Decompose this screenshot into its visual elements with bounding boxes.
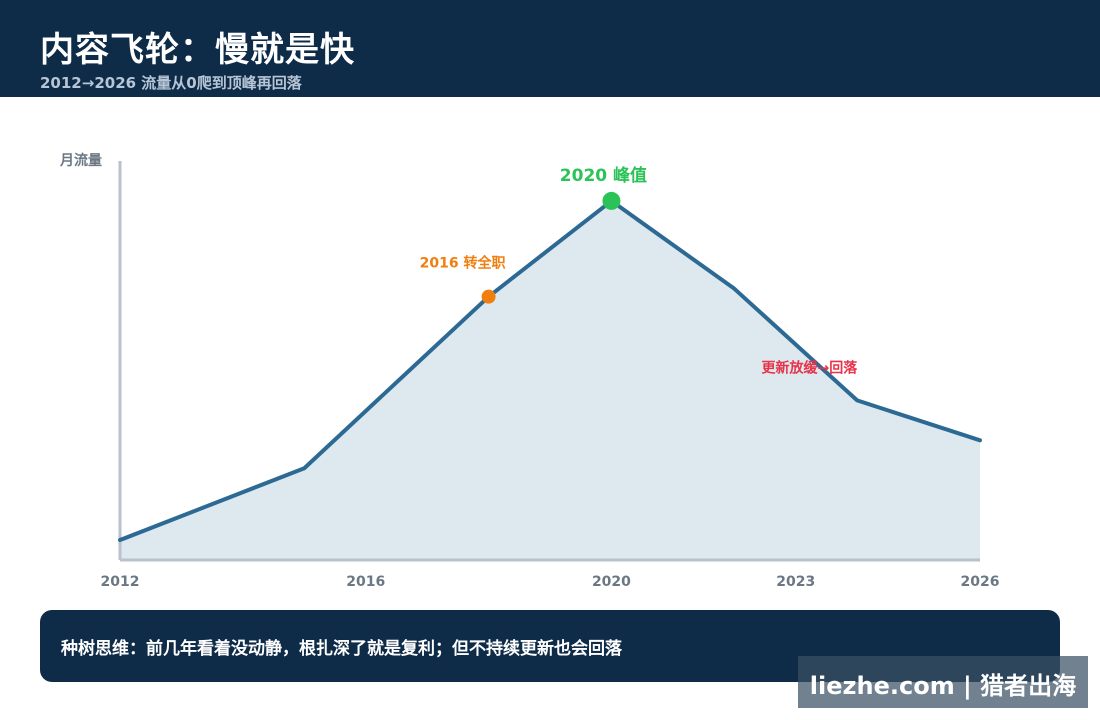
- page-title: 内容飞轮：慢就是快: [40, 30, 355, 70]
- annotation-label-1: 2020 峰值: [560, 165, 647, 186]
- watermark-badge: liezhe.com | 猎者出海: [798, 656, 1088, 708]
- x-tick-label-2026: 2026: [961, 574, 1000, 590]
- y-axis-label: 月流量: [59, 152, 102, 169]
- traffic-area-chart: 月流量 2012 2016 2020 2023 2026 2016 转全职 2020 峰值更新…: [59, 152, 1000, 590]
- x-tick-label-2023: 2023: [776, 574, 815, 590]
- x-tick-label-2012: 2012: [101, 574, 140, 590]
- annotation-marker-1: [602, 191, 621, 210]
- annotation-label-2: 更新放缓→回落: [762, 359, 859, 376]
- watermark-text: liezhe.com | 猎者出海: [809, 672, 1077, 700]
- insight-text: 种树思维：前几年看着没动静，根扎深了就是复利；但不持续更新也会回落: [61, 639, 622, 659]
- annotation-label-0: 2016 转全职: [420, 255, 506, 272]
- page-subtitle: 2012→2026 流量从0爬到顶峰再回落: [40, 74, 302, 92]
- area-fill: [120, 200, 980, 560]
- x-tick-label-2016: 2016: [346, 574, 385, 590]
- annotation-marker-0: [481, 289, 496, 304]
- header-banner: 内容飞轮：慢就是快 2012→2026 流量从0爬到顶峰再回落: [0, 0, 1100, 97]
- x-tick-label-2020: 2020: [592, 574, 631, 590]
